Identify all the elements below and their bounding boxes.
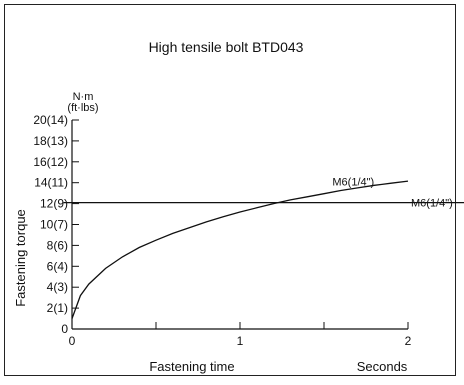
y-tick-label-8: 16(12) bbox=[33, 155, 68, 169]
torque-curve-0 bbox=[71, 180, 409, 319]
y-axis-label: Fastening torque bbox=[13, 209, 28, 307]
y-tick-label-4: 8(6) bbox=[47, 238, 68, 252]
chart-border bbox=[4, 4, 456, 376]
x-tick-label-1: 1 bbox=[237, 334, 244, 348]
y-tick-label-2: 4(3) bbox=[47, 280, 68, 294]
x-unit-label: Seconds bbox=[357, 359, 408, 374]
y-tick-label-3: 6(4) bbox=[47, 259, 68, 273]
y-tick-label-7: 14(11) bbox=[34, 176, 68, 190]
y-tick-label-0: 0 bbox=[61, 322, 68, 336]
y-tick-label-10: 20(14) bbox=[33, 113, 68, 127]
y-unit-top: N·m bbox=[73, 91, 94, 103]
series-label-curve: M6(1/4") bbox=[332, 176, 374, 188]
y-ticks: 0 2(1) 4(3) 6(4) 8(6) 10(7) 12(9) 14(11) 16(12) 1… bbox=[33, 113, 79, 336]
y-tick-label-9: 18(13) bbox=[33, 134, 68, 148]
x-ticks: 0 1 2 bbox=[69, 322, 412, 348]
chart-title: High tensile bolt BTD043 bbox=[149, 39, 304, 55]
y-unit-bottom: (ft·lbs) bbox=[67, 102, 98, 114]
y-tick-label-1: 2(1) bbox=[47, 301, 68, 315]
y-tick-label-5: 10(7) bbox=[40, 218, 68, 232]
x-tick-label-0: 0 bbox=[69, 334, 76, 348]
series-label-horizontal: M6(1/4") bbox=[411, 198, 453, 210]
series-layer: M6(1/4") M6(1/4") bbox=[63, 176, 464, 319]
y-tick-label-6: 12(9) bbox=[40, 197, 68, 211]
x-axis-label: Fastening time bbox=[149, 359, 234, 374]
x-tick-label-2: 2 bbox=[405, 334, 412, 348]
